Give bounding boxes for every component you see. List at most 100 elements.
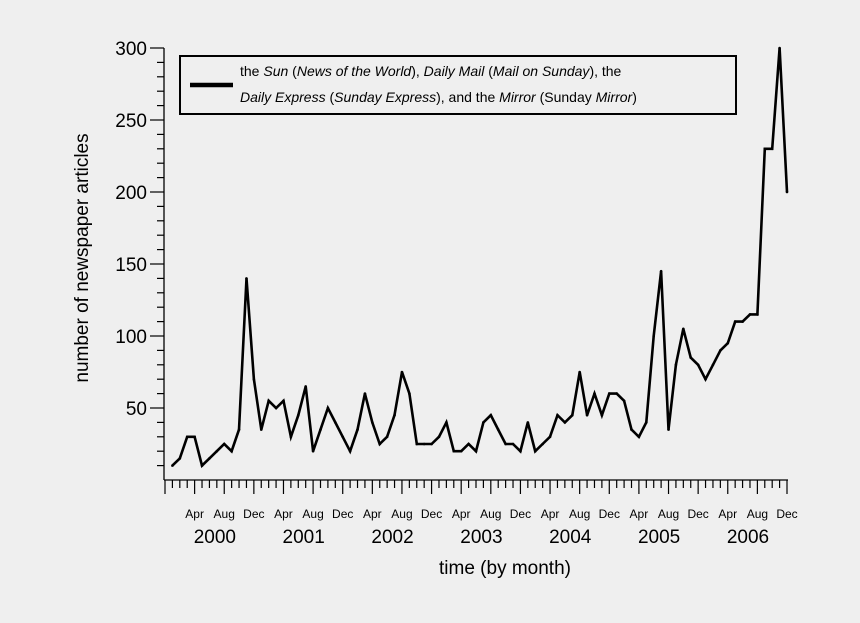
y-tick-label: 150 <box>115 255 147 276</box>
data-point <box>682 327 685 331</box>
x-tick-label-month: Dec <box>243 507 264 521</box>
data-point <box>171 464 174 467</box>
data-point <box>245 277 248 280</box>
data-point <box>556 413 559 417</box>
data-point <box>578 370 581 374</box>
data-point <box>311 449 315 453</box>
data-point <box>733 320 737 323</box>
data-point <box>541 442 544 446</box>
legend-label-line1: the Sun (News of the World), Daily Mail … <box>240 63 622 79</box>
data-point <box>645 421 648 424</box>
data-point <box>785 190 789 194</box>
x-tick-label-month: Dec <box>776 507 797 521</box>
x-tick-label-month: Dec <box>421 507 442 521</box>
data-point <box>222 442 226 446</box>
x-tick-label-month: Aug <box>658 507 679 521</box>
data-point <box>526 421 530 424</box>
data-point <box>482 421 485 424</box>
data-point <box>363 392 367 395</box>
data-point <box>607 392 611 395</box>
data-point <box>304 385 307 388</box>
x-tick-label-year: 2005 <box>638 527 680 548</box>
y-tick-label: 50 <box>126 399 147 420</box>
data-point <box>719 349 722 352</box>
data-point <box>756 313 759 316</box>
data-point <box>437 435 441 439</box>
data-point <box>763 147 767 151</box>
x-tick-label-month: Aug <box>569 507 590 521</box>
data-point <box>200 464 204 467</box>
x-tick-label-year: 2004 <box>549 527 592 548</box>
y-tick-label: 300 <box>115 39 147 60</box>
x-tick-label-month: Apr <box>185 507 204 521</box>
data-point <box>445 421 448 424</box>
data-point <box>519 449 522 453</box>
data-point <box>704 377 707 381</box>
y-tick-label: 200 <box>115 183 147 204</box>
data-point <box>237 428 241 431</box>
x-tick-label-month: Dec <box>332 507 353 521</box>
x-tick-label-year: 2006 <box>727 527 769 548</box>
data-point <box>533 449 537 453</box>
x-tick-label-month: Aug <box>302 507 323 521</box>
data-point <box>408 392 411 395</box>
x-tick-label-month: Apr <box>630 507 649 521</box>
data-point <box>622 399 626 403</box>
x-tick-label-month: Apr <box>452 507 471 521</box>
data-point <box>282 399 285 403</box>
data-point <box>267 399 270 403</box>
data-point <box>326 406 330 410</box>
data-point <box>696 363 700 367</box>
data-point <box>459 449 463 453</box>
x-tick-label-month: Dec <box>599 507 620 521</box>
data-point <box>289 435 293 439</box>
x-tick-label-year: 2002 <box>371 527 413 548</box>
data-point <box>711 363 715 367</box>
data-point <box>393 413 396 417</box>
data-point <box>659 269 663 273</box>
data-point <box>637 435 641 439</box>
data-point <box>630 428 633 431</box>
data-point <box>296 413 300 417</box>
data-point <box>371 421 374 424</box>
data-point <box>585 413 589 417</box>
data-point <box>570 413 574 417</box>
x-tick-label-year: 2001 <box>283 527 325 548</box>
data-point <box>504 442 507 446</box>
data-point <box>178 457 182 460</box>
data-point <box>726 341 730 345</box>
data-point <box>400 370 404 374</box>
data-point <box>274 406 278 410</box>
x-tick-label-month: Aug <box>747 507 768 521</box>
x-tick-label-month: Apr <box>718 507 737 521</box>
data-point <box>496 428 500 431</box>
data-point <box>319 428 322 431</box>
x-tick-label-year: 2000 <box>194 527 236 548</box>
data-point <box>208 457 211 460</box>
data-point <box>385 435 389 439</box>
data-point <box>748 313 752 316</box>
y-axis-title: number of newspaper articles <box>72 133 93 382</box>
data-point <box>185 435 189 439</box>
data-point <box>415 442 419 446</box>
data-point <box>334 421 337 424</box>
data-point <box>741 320 744 323</box>
data-point <box>615 392 618 395</box>
data-point <box>548 435 552 439</box>
data-point <box>430 442 433 446</box>
x-tick-label-month: Aug <box>214 507 235 521</box>
x-tick-label-year: 2003 <box>460 527 502 548</box>
legend-label-line2: Daily Express (Sunday Express), and the … <box>240 89 637 105</box>
x-tick-label-month: Apr <box>363 507 382 521</box>
data-point <box>230 449 233 453</box>
x-tick-label-month: Dec <box>510 507 531 521</box>
data-point <box>215 449 219 453</box>
x-tick-label-month: Apr <box>541 507 560 521</box>
data-point <box>652 334 656 338</box>
data-point <box>341 435 345 439</box>
data-point <box>474 449 478 453</box>
legend-box <box>179 55 737 115</box>
data-point <box>563 421 567 424</box>
